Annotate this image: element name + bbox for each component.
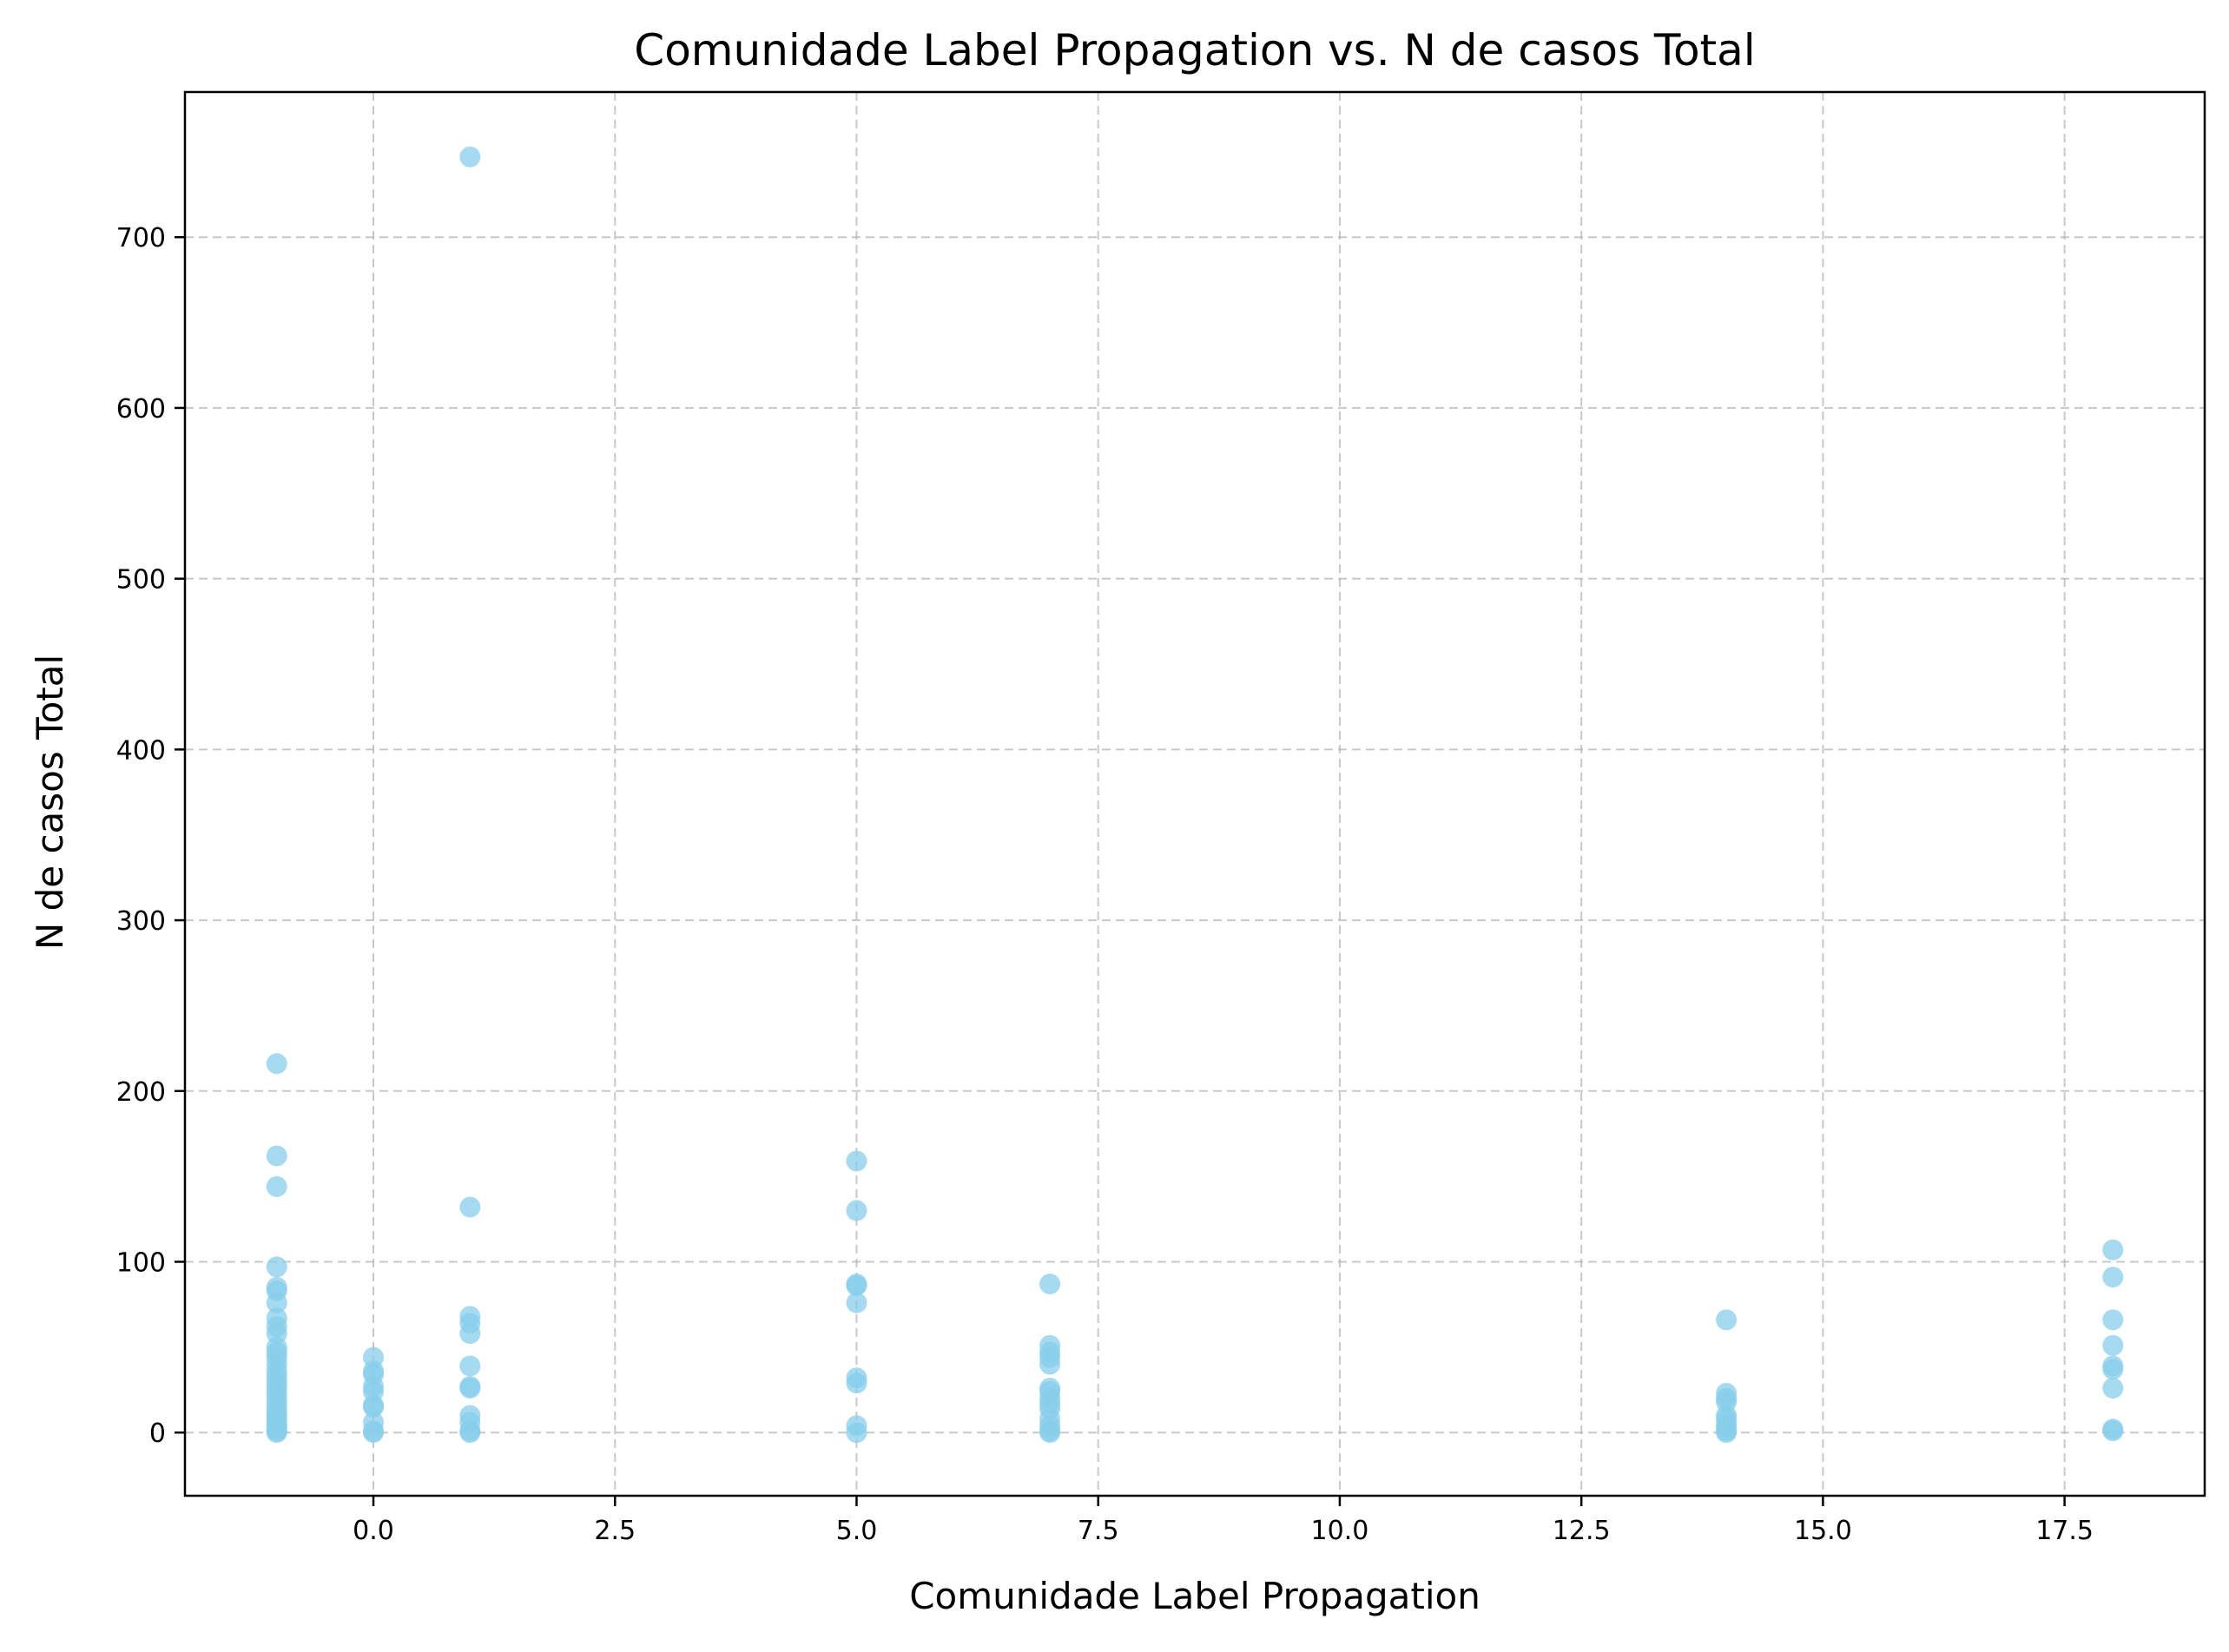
- y-tick-label: 400: [116, 735, 166, 766]
- scatter-point: [846, 1200, 867, 1221]
- scatter-point: [2102, 1309, 2124, 1331]
- scatter-point: [2102, 1239, 2124, 1260]
- scatter-point: [2102, 1359, 2124, 1380]
- scatter-point: [2102, 1420, 2124, 1442]
- scatter-point: [266, 1053, 287, 1075]
- x-axis-label: Comunidade Label Propagation: [909, 1575, 1481, 1617]
- x-tick-label: 2.5: [594, 1516, 636, 1546]
- scatter-point: [846, 1372, 867, 1394]
- x-tick-label: 12.5: [1553, 1516, 1611, 1546]
- grid-lines: [185, 92, 2205, 1496]
- scatter-point: [266, 1145, 287, 1167]
- y-axis-label: N de casos Total: [29, 655, 71, 950]
- scatter-point: [459, 1196, 481, 1218]
- x-tick-label: 10.0: [1311, 1516, 1369, 1546]
- data-points: [266, 146, 2124, 1444]
- scatter-point: [846, 1422, 867, 1444]
- y-tick-label: 500: [116, 565, 166, 596]
- scatter-point: [1716, 1309, 1738, 1331]
- chart-title: Comunidade Label Propagation vs. N de ca…: [634, 25, 1755, 76]
- scatter-point: [459, 1355, 481, 1377]
- y-tick-label: 200: [116, 1077, 166, 1108]
- scatter-point: [459, 1422, 481, 1444]
- scatter-point: [266, 1175, 287, 1197]
- y-tick-label: 100: [116, 1248, 166, 1279]
- scatter-point: [363, 1396, 385, 1418]
- x-tick-label: 15.0: [1794, 1516, 1852, 1546]
- scatter-point: [363, 1422, 385, 1444]
- scatter-point: [266, 1256, 287, 1278]
- x-tick-label: 5.0: [836, 1516, 878, 1546]
- y-tick-label: 300: [116, 906, 166, 937]
- plot-frame: [183, 90, 2206, 1497]
- scatter-point: [2102, 1334, 2124, 1356]
- scatter-point: [846, 1150, 867, 1172]
- scatter-point: [846, 1292, 867, 1313]
- scatter-point: [266, 1422, 287, 1444]
- scatter-point: [459, 146, 481, 168]
- scatter-point: [1716, 1422, 1738, 1444]
- scatter-point: [1039, 1422, 1061, 1444]
- x-tick-label: 17.5: [2035, 1516, 2094, 1546]
- scatter-point: [1039, 1353, 1061, 1375]
- scatter-point: [2102, 1378, 2124, 1399]
- y-tick-label: 0: [149, 1418, 166, 1449]
- y-tick-label: 700: [116, 223, 166, 253]
- scatter-point: [1039, 1274, 1061, 1295]
- x-tick-label: 0.0: [353, 1516, 394, 1546]
- scatter-point: [2102, 1267, 2124, 1288]
- scatter-point: [266, 1292, 287, 1313]
- scatter-point: [846, 1275, 867, 1297]
- x-tick-label: 7.5: [1078, 1516, 1119, 1546]
- scatter-point: [459, 1323, 481, 1345]
- y-tick-label: 600: [116, 394, 166, 425]
- scatter-point: [459, 1378, 481, 1399]
- axis-ticks: 0.0 2.5 5.0 7.5 10.0 12.5 15.0 17.5 0 100 200 300 40…: [116, 223, 2094, 1546]
